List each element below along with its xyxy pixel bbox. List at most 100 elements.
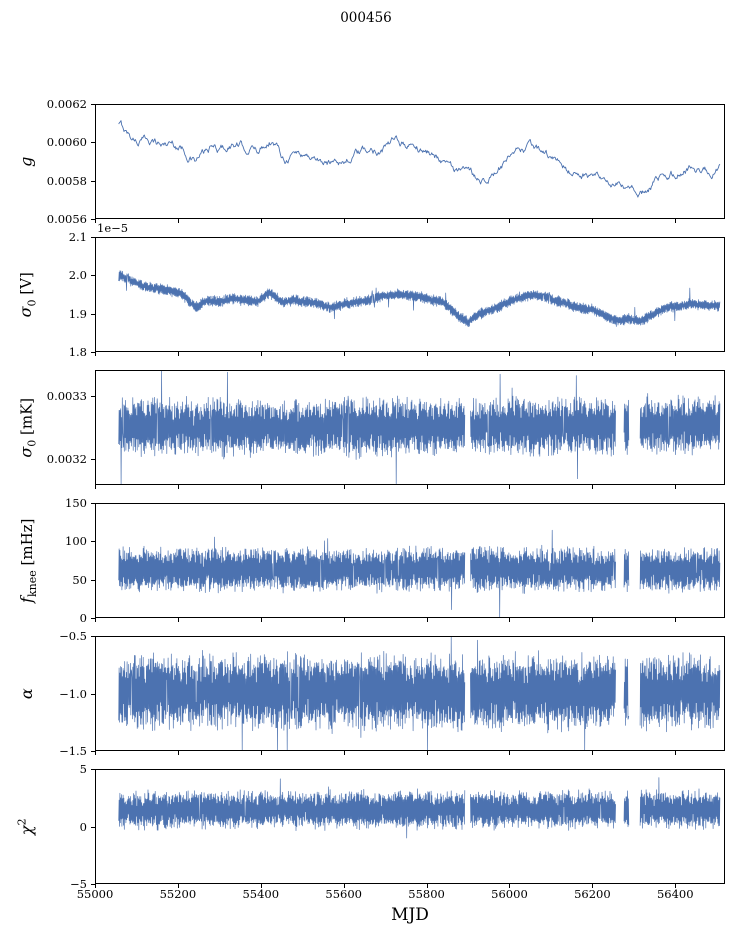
- x-tick-mark: [592, 219, 593, 223]
- ylabel-unit: [mK]: [17, 397, 36, 440]
- y-tick-mark: [91, 458, 95, 460]
- y-tick-label: 0.0056: [46, 212, 87, 226]
- y-tick-mark: [91, 180, 95, 182]
- y-tick-label: 2.1: [68, 230, 87, 244]
- y-tick-label: 0: [79, 819, 87, 834]
- y-tick-mark: [91, 313, 95, 315]
- x-tick-mark: [675, 751, 676, 755]
- y-tick-mark: [91, 826, 95, 828]
- x-tick-mark: [675, 352, 676, 356]
- y-tick-label: 100: [65, 534, 87, 549]
- data-series-sigma0_mK: [623, 399, 630, 455]
- x-tick-label: 55200: [159, 887, 197, 901]
- plot-area-f_knee: [118, 529, 721, 617]
- y-tick-mark: [91, 103, 95, 105]
- plot-area-sigma0_mK: [118, 371, 721, 484]
- x-tick-mark: [344, 219, 345, 223]
- x-tick-mark: [95, 485, 96, 489]
- x-tick-mark: [592, 618, 593, 622]
- x-tick-mark: [675, 884, 676, 888]
- panel-alpha: [95, 636, 725, 751]
- y-axis-offset-text: 1e−5: [97, 221, 129, 235]
- data-series-chi2: [118, 778, 466, 839]
- x-tick-mark: [675, 219, 676, 223]
- data-series-alpha: [623, 658, 630, 726]
- x-tick-mark: [261, 219, 262, 223]
- x-tick-mark: [427, 884, 428, 888]
- y-tick-label: −0.5: [59, 629, 87, 643]
- x-tick-mark: [592, 352, 593, 356]
- x-tick-mark: [95, 751, 96, 755]
- ylabel-subscript: 0: [25, 439, 39, 447]
- x-tick-mark: [178, 751, 179, 755]
- y-tick-label: 0.0058: [46, 173, 87, 188]
- y-tick-label: 1.9: [68, 306, 87, 321]
- x-tick-mark: [261, 352, 262, 356]
- ylabel-symbol: f: [16, 596, 36, 603]
- x-tick-label: 55400: [242, 887, 280, 901]
- x-tick-mark: [178, 884, 179, 888]
- x-tick-mark: [178, 219, 179, 223]
- x-tick-mark: [178, 352, 179, 356]
- ylabel-symbol: g: [16, 156, 36, 167]
- x-tick-mark: [261, 751, 262, 755]
- x-tick-mark: [261, 618, 262, 622]
- plot-area-sigma0_V: [118, 270, 721, 328]
- data-series-sigma0_mK: [639, 393, 721, 456]
- y-tick-mark: [91, 883, 95, 885]
- x-tick-mark: [675, 485, 676, 489]
- x-tick-mark: [427, 751, 428, 755]
- x-tick-mark: [95, 618, 96, 622]
- y-tick-label: 0.0062: [46, 97, 87, 111]
- data-series-chi2: [470, 788, 616, 831]
- x-tick-label: 55600: [325, 887, 362, 901]
- x-tick-mark: [592, 751, 593, 755]
- data-series-chi2: [623, 790, 630, 828]
- figure-title: 000456: [340, 10, 392, 26]
- x-tick-mark: [427, 618, 428, 622]
- y-tick-mark: [91, 236, 95, 238]
- x-tick-mark: [344, 751, 345, 755]
- y-tick-label: 0.0060: [46, 135, 87, 150]
- data-series-sigma0_V: [118, 270, 721, 328]
- y-tick-label: 1.8: [68, 345, 87, 359]
- y-tick-mark: [91, 635, 95, 637]
- x-tick-mark: [344, 352, 345, 356]
- x-tick-label: 56200: [574, 887, 611, 901]
- data-series-alpha: [118, 637, 466, 750]
- x-axis-label: MJD: [391, 905, 429, 925]
- data-series-alpha: [470, 639, 616, 750]
- x-tick-mark: [509, 352, 510, 356]
- x-tick-mark: [592, 884, 593, 888]
- x-tick-mark: [509, 884, 510, 888]
- y-tick-label: 50: [72, 572, 87, 587]
- y-tick-mark: [91, 351, 95, 353]
- x-tick-mark: [427, 485, 428, 489]
- y-tick-label: 0.0032: [46, 451, 87, 466]
- panel-sigma0-V: [95, 237, 725, 352]
- data-series-alpha: [639, 652, 721, 733]
- ylabel-subscript: 0: [25, 299, 39, 307]
- y-axis-label-g: g: [6, 104, 48, 219]
- x-tick-mark: [261, 485, 262, 489]
- data-series-f_knee: [623, 548, 630, 593]
- panel-sigma0-mK: [95, 370, 725, 485]
- y-tick-label: 150: [65, 496, 87, 510]
- data-series-g: [118, 120, 721, 198]
- y-tick-label: −1.0: [59, 686, 87, 701]
- data-series-f_knee: [639, 547, 721, 594]
- x-tick-mark: [427, 352, 428, 356]
- y-tick-label: 0.0033: [46, 389, 87, 404]
- x-tick-mark: [178, 485, 179, 489]
- y-tick-label: 0: [79, 611, 87, 625]
- y-tick-label: 5: [79, 762, 87, 776]
- plot-area-chi2: [118, 777, 721, 839]
- data-series-sigma0_mK: [118, 371, 466, 484]
- y-axis-label-sigma0-mK: σ0 [mK]: [6, 370, 48, 485]
- y-tick-label: 2.0: [68, 268, 87, 283]
- x-tick-mark: [261, 884, 262, 888]
- x-tick-label: 56400: [656, 887, 694, 901]
- x-tick-mark: [509, 751, 510, 755]
- data-series-f_knee: [470, 529, 616, 617]
